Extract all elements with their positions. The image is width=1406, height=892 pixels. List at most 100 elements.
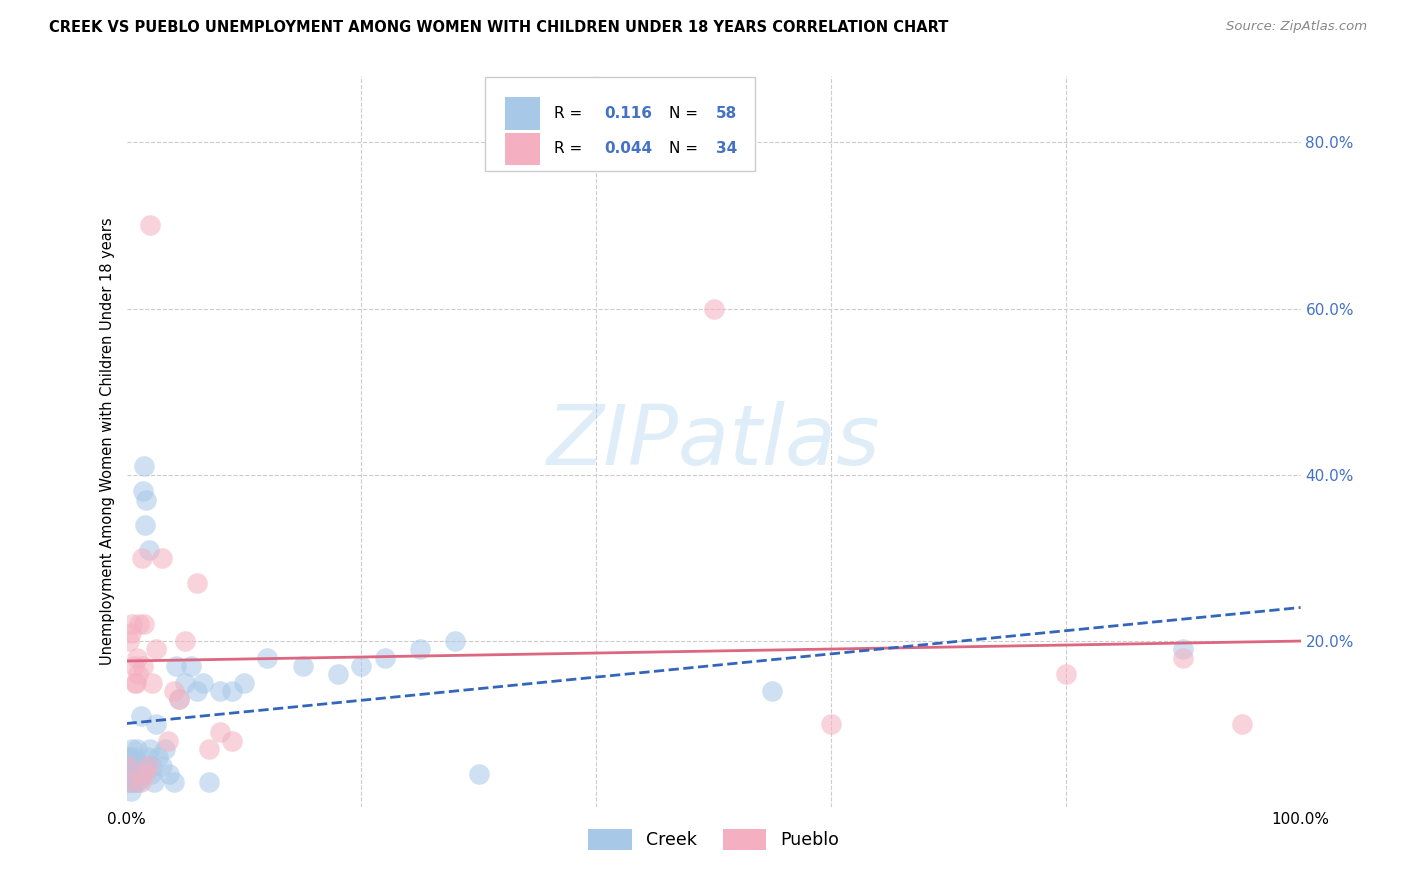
Point [150,758,173,772]
Point [122,758,145,772]
Point [162,684,184,698]
Point [121,767,143,781]
Point [138,542,160,557]
Point [125,758,148,772]
Point [118,634,141,648]
Point [131,550,153,565]
Point [134,517,156,532]
Point [120,775,142,789]
Point [136,758,159,772]
Point [156,733,179,747]
Point [374,650,396,665]
Point [127,767,149,781]
Point [1171,650,1194,665]
Point [820,717,842,731]
Point [120,758,142,772]
Point [124,750,146,764]
Point [121,617,143,632]
Point [209,684,232,698]
Point [120,625,142,640]
Text: ZIPatlas: ZIPatlas [547,401,880,482]
Point [128,617,150,632]
Point [197,775,219,789]
Text: CREEK VS PUEBLO UNEMPLOYMENT AMONG WOMEN WITH CHILDREN UNDER 18 YEARS CORRELATIO: CREEK VS PUEBLO UNEMPLOYMENT AMONG WOMEN… [49,20,949,35]
Point [409,642,432,657]
Point [124,767,146,781]
Point [1171,642,1194,657]
Point [128,758,150,772]
Point [136,750,159,764]
Point [118,750,141,764]
Point [761,684,783,698]
Point [191,675,214,690]
Point [155,742,177,756]
Point [169,692,191,706]
Point [142,775,165,789]
Point [145,642,167,657]
Point [169,692,191,706]
Point [186,684,208,698]
Point [127,775,149,789]
Point [197,742,219,756]
Point [124,675,146,690]
Point [209,725,232,739]
Point [127,667,149,681]
Point [157,767,180,781]
FancyBboxPatch shape [505,97,540,130]
Point [221,733,243,747]
Point [139,742,162,756]
Point [162,775,184,789]
Text: 0.044: 0.044 [605,142,652,156]
Point [145,717,167,731]
FancyBboxPatch shape [485,78,755,171]
Point [120,775,142,789]
Point [122,775,145,789]
Point [174,675,197,690]
Point [129,708,152,723]
Point [291,659,314,673]
Point [134,767,156,781]
Text: 34: 34 [716,142,737,156]
Text: R =: R = [554,142,582,156]
Point [148,750,170,764]
Point [186,575,208,590]
Point [139,219,162,233]
Point [120,750,142,764]
Point [134,758,156,772]
Point [129,775,152,789]
Point [1230,717,1253,731]
Point [127,650,149,665]
Point [444,634,467,648]
Text: N =: N = [669,142,697,156]
Point [150,550,173,565]
Point [174,634,197,648]
Text: N =: N = [669,106,697,121]
Point [134,459,156,474]
Point [121,742,143,756]
Point [118,767,141,781]
Point [120,783,142,797]
Point [127,742,149,756]
Text: R =: R = [554,106,582,121]
Point [165,659,187,673]
Point [141,767,163,781]
Point [125,775,148,789]
Point [117,775,139,789]
Point [122,659,145,673]
Point [350,659,373,673]
Point [256,650,278,665]
Point [132,484,155,499]
Legend: Creek, Pueblo: Creek, Pueblo [582,822,845,857]
Point [132,659,155,673]
Text: 58: 58 [716,106,737,121]
Point [131,767,153,781]
Y-axis label: Unemployment Among Women with Children Under 18 years: Unemployment Among Women with Children U… [100,218,115,665]
Point [141,675,163,690]
Point [180,659,202,673]
Point [233,675,256,690]
Point [141,758,163,772]
Point [467,767,489,781]
Point [326,667,349,681]
Point [125,675,148,690]
Point [702,301,725,316]
